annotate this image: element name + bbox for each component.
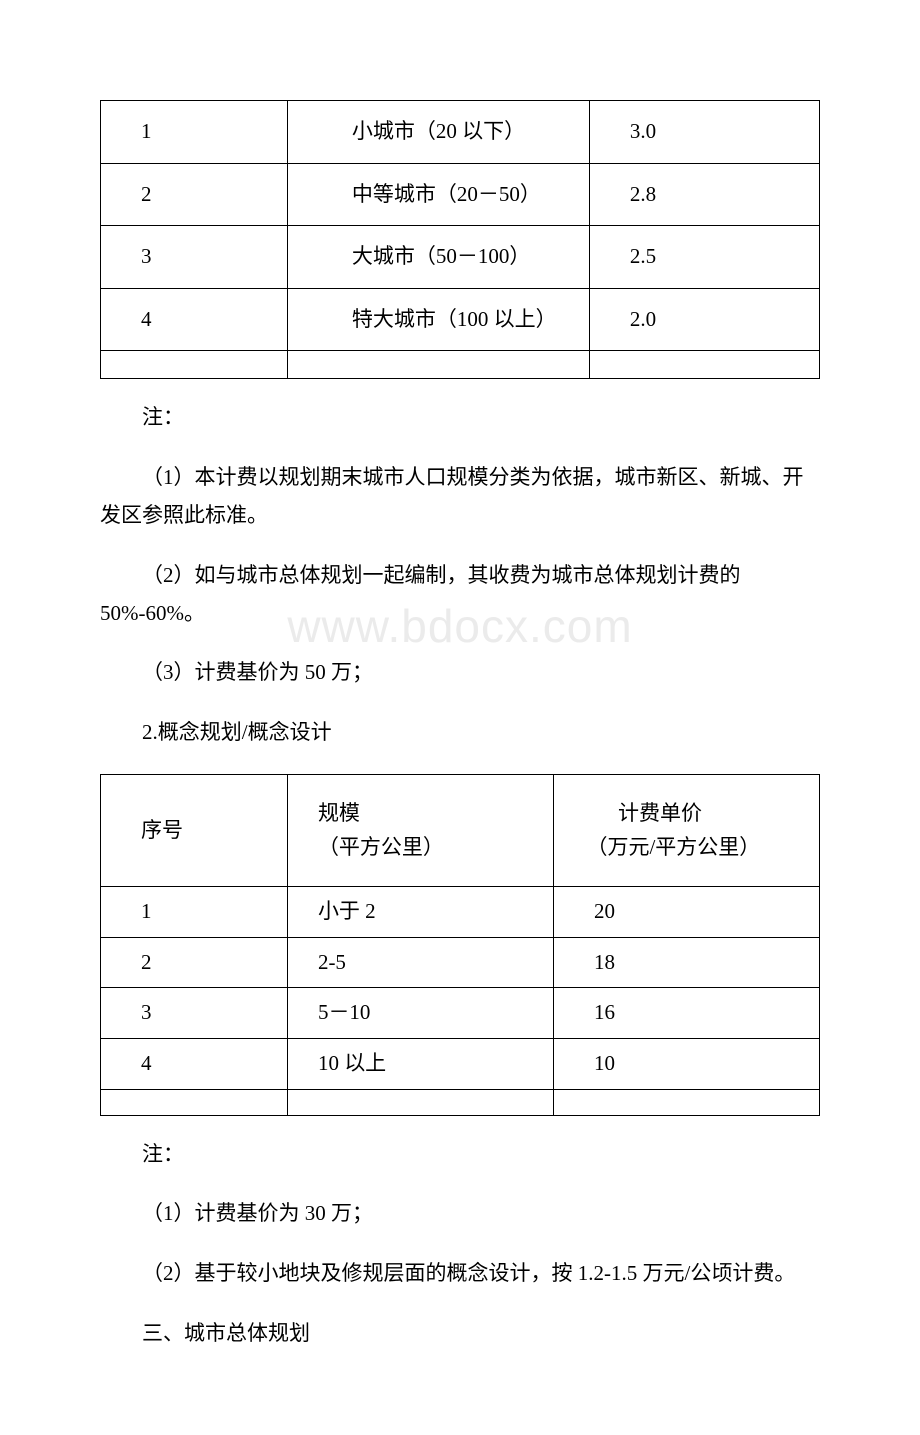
page-content: 1 小城市（20 以下） 3.0 2 中等城市（20－50） 2.8 3 大城市…: [100, 100, 820, 1353]
cell-price: 10: [553, 1038, 819, 1089]
cell-price: 20: [553, 887, 819, 938]
cell-desc: 大城市（50－100）: [287, 226, 589, 289]
header-price-label: 计费单价: [576, 797, 809, 831]
table-concept-plan: 序号 规模 （平方公里） 计费单价 （万元/平方公里） 1 小于 2 20 2 …: [100, 774, 820, 1116]
table-row: 2 中等城市（20－50） 2.8: [101, 163, 820, 226]
header-scale-label: 规模: [318, 797, 543, 831]
table-row: 1 小于 2 20: [101, 887, 820, 938]
note-paragraph: （1）本计费以规划期末城市人口规模分类为依据，城市新区、新城、开发区参照此标准。: [100, 459, 820, 535]
cell-no: 3: [101, 226, 288, 289]
cell-val: 2.5: [589, 226, 819, 289]
header-price-unit: （万元/平方公里）: [576, 831, 809, 865]
cell-price: 16: [553, 988, 819, 1039]
cell-scale: 小于 2: [287, 887, 553, 938]
cell-price: 18: [553, 937, 819, 988]
cell-no: 4: [101, 1038, 288, 1089]
cell-desc: 中等城市（20－50）: [287, 163, 589, 226]
cell-desc: 特大城市（100 以上）: [287, 288, 589, 351]
cell-val: 2.8: [589, 163, 819, 226]
notes-heading: 注：: [100, 1136, 820, 1174]
cell-val: 2.0: [589, 288, 819, 351]
cell-empty: [553, 1089, 819, 1115]
cell-no: 4: [101, 288, 288, 351]
table-row: 4 10 以上 10: [101, 1038, 820, 1089]
cell-no: 2: [101, 163, 288, 226]
table-city-tier: 1 小城市（20 以下） 3.0 2 中等城市（20－50） 2.8 3 大城市…: [100, 100, 820, 379]
table-row: 4 特大城市（100 以上） 2.0: [101, 288, 820, 351]
cell-val: 3.0: [589, 101, 819, 164]
cell-empty: [101, 351, 288, 379]
cell-scale: 10 以上: [287, 1038, 553, 1089]
table-empty-row: [101, 351, 820, 379]
header-scale: 规模 （平方公里）: [287, 774, 553, 886]
header-no: 序号: [101, 774, 288, 886]
notes-heading: 注：: [100, 399, 820, 437]
table-header-row: 序号 规模 （平方公里） 计费单价 （万元/平方公里）: [101, 774, 820, 886]
cell-desc: 小城市（20 以下）: [287, 101, 589, 164]
cell-no: 1: [101, 101, 288, 164]
table-row: 1 小城市（20 以下） 3.0: [101, 101, 820, 164]
note-paragraph: （2）如与城市总体规划一起编制，其收费为城市总体规划计费的 50%-60%。: [100, 557, 820, 633]
cell-empty: [287, 1089, 553, 1115]
table-row: 3 5－10 16: [101, 988, 820, 1039]
section-title-overall: 三、城市总体规划: [100, 1315, 820, 1353]
table-row: 2 2-5 18: [101, 937, 820, 988]
cell-empty: [287, 351, 589, 379]
cell-empty: [589, 351, 819, 379]
cell-empty: [101, 1089, 288, 1115]
header-scale-unit: （平方公里）: [318, 831, 543, 865]
table-row: 3 大城市（50－100） 2.5: [101, 226, 820, 289]
table-empty-row: [101, 1089, 820, 1115]
cell-no: 3: [101, 988, 288, 1039]
header-no-label: 序号: [141, 814, 277, 848]
cell-no: 2: [101, 937, 288, 988]
section-title-concept: 2.概念规划/概念设计: [100, 714, 820, 752]
note-paragraph: （3）计费基价为 50 万；: [100, 654, 820, 692]
note-paragraph: （1）计费基价为 30 万；: [100, 1195, 820, 1233]
cell-scale: 2-5: [287, 937, 553, 988]
header-price: 计费单价 （万元/平方公里）: [553, 774, 819, 886]
cell-scale: 5－10: [287, 988, 553, 1039]
note-paragraph: （2）基于较小地块及修规层面的概念设计，按 1.2-1.5 万元/公顷计费。: [100, 1255, 820, 1293]
cell-no: 1: [101, 887, 288, 938]
